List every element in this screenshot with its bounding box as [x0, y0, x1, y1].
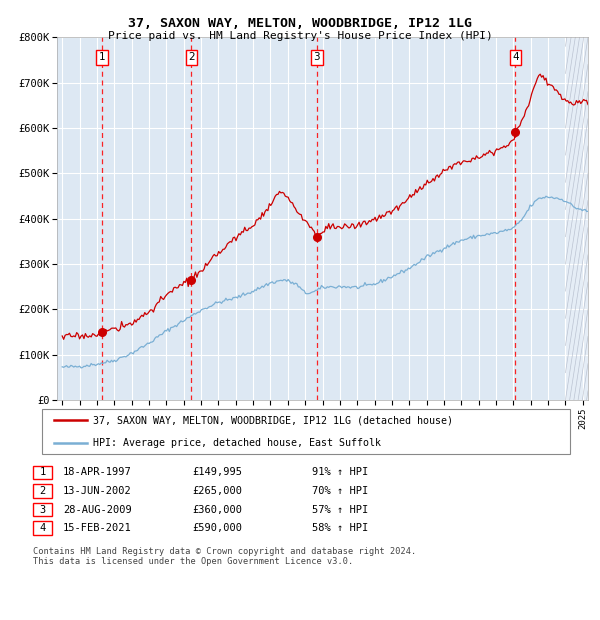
- Text: 2: 2: [40, 486, 46, 496]
- Text: 1: 1: [40, 467, 46, 477]
- Text: £149,995: £149,995: [192, 467, 242, 477]
- Text: 57% ↑ HPI: 57% ↑ HPI: [312, 505, 368, 515]
- Text: 1: 1: [99, 52, 106, 62]
- Text: HPI: Average price, detached house, East Suffolk: HPI: Average price, detached house, East…: [93, 438, 381, 448]
- Text: 15-FEB-2021: 15-FEB-2021: [63, 523, 132, 533]
- Text: 28-AUG-2009: 28-AUG-2009: [63, 505, 132, 515]
- Text: £265,000: £265,000: [192, 486, 242, 496]
- Text: 2: 2: [188, 52, 195, 62]
- Text: 18-APR-1997: 18-APR-1997: [63, 467, 132, 477]
- Text: 4: 4: [512, 52, 519, 62]
- Text: 37, SAXON WAY, MELTON, WOODBRIDGE, IP12 1LG: 37, SAXON WAY, MELTON, WOODBRIDGE, IP12 …: [128, 17, 472, 30]
- Text: 13-JUN-2002: 13-JUN-2002: [63, 486, 132, 496]
- Text: Contains HM Land Registry data © Crown copyright and database right 2024.
This d: Contains HM Land Registry data © Crown c…: [33, 547, 416, 566]
- Text: 4: 4: [40, 523, 46, 533]
- Text: 91% ↑ HPI: 91% ↑ HPI: [312, 467, 368, 477]
- Text: £360,000: £360,000: [192, 505, 242, 515]
- Text: 58% ↑ HPI: 58% ↑ HPI: [312, 523, 368, 533]
- Text: 3: 3: [40, 505, 46, 515]
- Text: Price paid vs. HM Land Registry's House Price Index (HPI): Price paid vs. HM Land Registry's House …: [107, 31, 493, 41]
- Text: 37, SAXON WAY, MELTON, WOODBRIDGE, IP12 1LG (detached house): 37, SAXON WAY, MELTON, WOODBRIDGE, IP12 …: [93, 415, 453, 425]
- Text: 70% ↑ HPI: 70% ↑ HPI: [312, 486, 368, 496]
- Text: £590,000: £590,000: [192, 523, 242, 533]
- Text: 3: 3: [313, 52, 320, 62]
